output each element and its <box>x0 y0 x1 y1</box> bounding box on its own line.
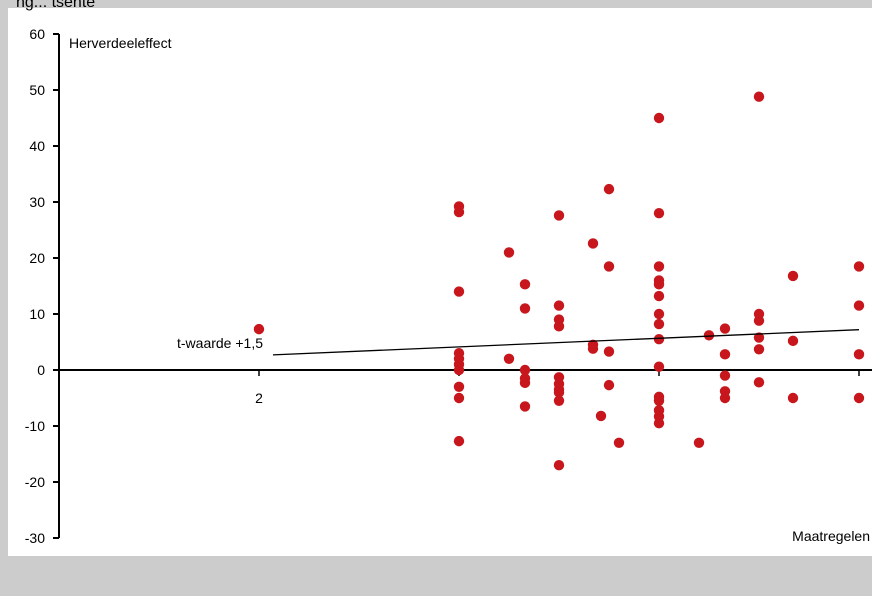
data-point <box>753 377 765 388</box>
data-point <box>653 395 665 406</box>
top-cut-label: ng... tsente <box>16 0 96 11</box>
axes-layer <box>58 34 872 538</box>
data-point <box>853 349 865 360</box>
data-point <box>553 321 565 332</box>
y-tick-label: -30 <box>25 530 45 546</box>
data-point <box>653 290 665 302</box>
data-point <box>519 377 531 389</box>
data-point <box>653 418 665 429</box>
data-point <box>553 395 565 406</box>
y-tick-label: 10 <box>29 306 45 322</box>
data-point <box>503 353 515 364</box>
data-point <box>519 279 531 290</box>
data-point <box>719 323 731 334</box>
data-point <box>653 318 665 330</box>
x-tick-label: 2 <box>255 390 263 406</box>
data-point <box>753 315 765 326</box>
y-tick-label: 40 <box>29 138 45 154</box>
data-point <box>553 210 565 221</box>
data-point <box>719 349 731 360</box>
data-point <box>753 344 765 355</box>
data-point <box>453 364 465 376</box>
x-axis-title: Maatregelen <box>792 528 870 544</box>
data-point <box>453 392 465 404</box>
data-point <box>553 300 565 311</box>
data-point <box>693 437 705 448</box>
data-point <box>719 370 731 381</box>
data-point <box>853 392 865 404</box>
data-point <box>453 206 465 218</box>
data-point <box>603 261 615 272</box>
data-point <box>453 381 465 392</box>
data-point <box>703 330 715 341</box>
data-point <box>613 437 625 448</box>
y-ticks: -30 -20 -10 0 10 20 30 40 50 60 <box>25 26 59 546</box>
data-point <box>519 364 531 376</box>
data-point <box>653 208 665 219</box>
data-point <box>603 346 615 357</box>
y-tick-label: -20 <box>25 474 45 490</box>
data-point <box>753 91 765 102</box>
data-point <box>587 343 599 354</box>
data-point <box>453 286 465 297</box>
data-point <box>653 261 665 272</box>
data-point <box>519 303 531 314</box>
data-points <box>253 91 865 471</box>
data-point <box>719 392 731 404</box>
data-point <box>453 435 465 447</box>
data-point <box>587 238 599 249</box>
t-value-annotation: t-waarde +1,5 <box>177 335 263 351</box>
y-tick-label: 20 <box>29 250 45 266</box>
data-point <box>653 334 665 345</box>
y-tick-label: 0 <box>37 362 45 378</box>
y-tick-label: -10 <box>25 418 45 434</box>
data-point <box>653 308 665 320</box>
data-point <box>603 379 615 391</box>
data-point <box>787 335 799 347</box>
y-tick-label: 30 <box>29 194 45 210</box>
data-point <box>503 247 515 258</box>
data-point <box>653 279 665 290</box>
data-point <box>653 361 665 372</box>
data-point <box>853 300 865 311</box>
data-point <box>787 392 799 404</box>
data-point <box>253 323 265 335</box>
data-point <box>753 332 765 343</box>
data-point <box>595 410 607 422</box>
data-point <box>853 261 865 272</box>
data-point <box>553 387 565 398</box>
data-point <box>653 112 665 124</box>
trend-line <box>272 329 860 356</box>
data-point <box>787 270 799 282</box>
data-point <box>519 401 531 412</box>
data-point <box>603 183 615 195</box>
y-axis-title: Herverdeeleffect <box>69 35 172 51</box>
data-point <box>553 460 565 471</box>
y-tick-label: 60 <box>29 26 45 42</box>
y-tick-label: 50 <box>29 82 45 98</box>
